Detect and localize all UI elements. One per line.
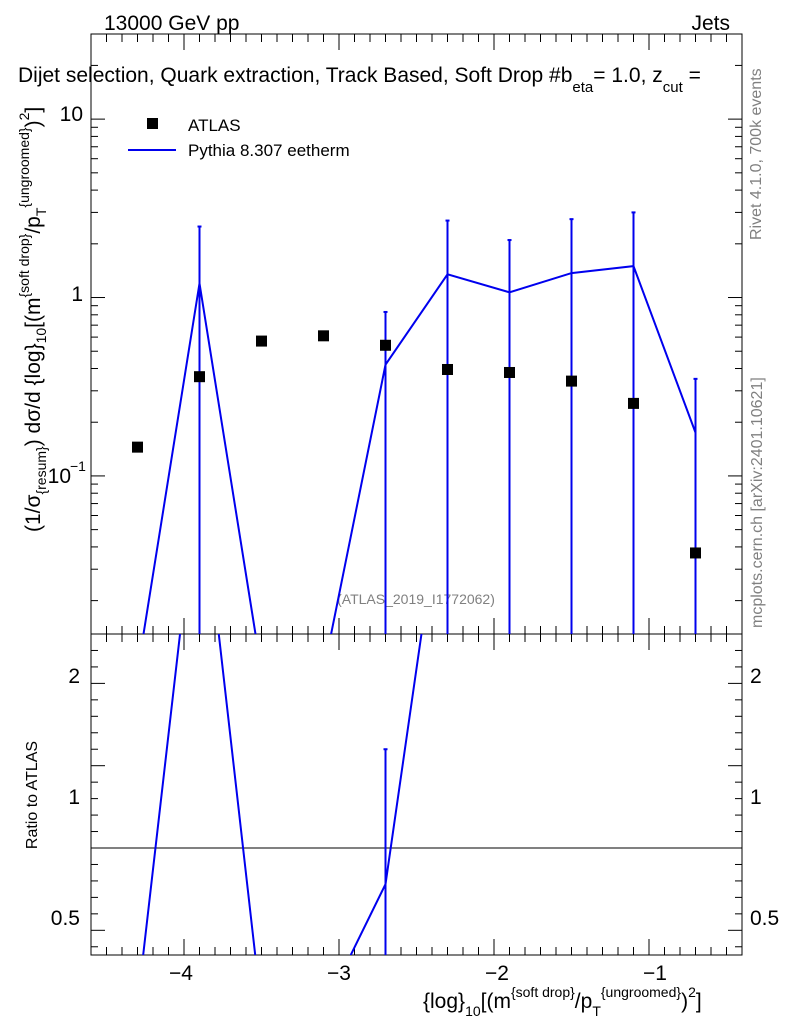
legend-data-label: ATLAS <box>188 116 241 135</box>
legend-mc-label: Pythia 8.307 eetherm <box>188 141 350 160</box>
rivet-label: Rivet 4.1.0, 700k events <box>748 68 765 240</box>
ratio-y-axis-label: Ratio to ATLAS <box>24 741 41 849</box>
x-axis-label: {log}10[(m{soft drop}/pT{ungroomed})2] <box>423 984 702 1019</box>
data-point <box>256 335 267 347</box>
xtick-label-m4: −4 <box>169 962 193 985</box>
data-point <box>690 547 701 559</box>
xtick-label-m3: −3 <box>327 962 351 985</box>
data-point <box>628 397 639 409</box>
plot-subtitle: Dijet selection, Quark extraction, Track… <box>18 64 701 96</box>
main-y-axis-label: (1/σ{resum}) dσ/d {log}10[(m{soft drop}/… <box>16 107 49 532</box>
xtick-label-m2: −2 <box>485 962 509 985</box>
header-right: Jets <box>691 12 730 35</box>
ratio-ytick-label-1: 1 <box>68 786 80 809</box>
ratio-panel-frame <box>90 633 743 956</box>
data-point <box>194 371 205 383</box>
ratio-axis-ticks <box>91 649 742 948</box>
main-ytick-label-0p1: 10 <box>48 465 71 488</box>
main-ytick-label-1: 1 <box>71 283 83 306</box>
ratio-line <box>142 634 423 955</box>
data-point <box>380 339 391 351</box>
data-point <box>442 363 453 375</box>
analysis-watermark: (ATLAS_2019_I1772062) <box>337 591 495 607</box>
ratio-ytick-label-1-right: 1 <box>750 786 762 809</box>
main-ytick-exponent: −1 <box>70 458 86 474</box>
main-ytick-label-10: 10 <box>60 103 83 126</box>
main-data-series <box>132 330 701 559</box>
mcplots-label: mcplots.cern.ch [arXiv:2401.10621] <box>749 377 766 628</box>
data-point <box>566 375 577 387</box>
main-axis-ticks <box>91 33 742 602</box>
mc-line <box>142 265 697 634</box>
legend-data-marker <box>147 118 158 129</box>
ratio-ytick-label-0p5-right: 0.5 <box>750 907 779 930</box>
ratio-ytick-label-2: 2 <box>68 665 80 688</box>
data-point <box>132 441 143 453</box>
ratio-ytick-label-0p5: 0.5 <box>51 907 80 930</box>
xtick-label-m1: −1 <box>643 962 667 985</box>
data-point <box>504 366 515 378</box>
header-left: 13000 GeV pp <box>104 12 239 35</box>
ratio-series <box>142 634 423 955</box>
ratio-ytick-label-2-right: 2 <box>750 665 762 688</box>
data-point <box>318 330 329 342</box>
main-mc-series <box>142 211 698 634</box>
